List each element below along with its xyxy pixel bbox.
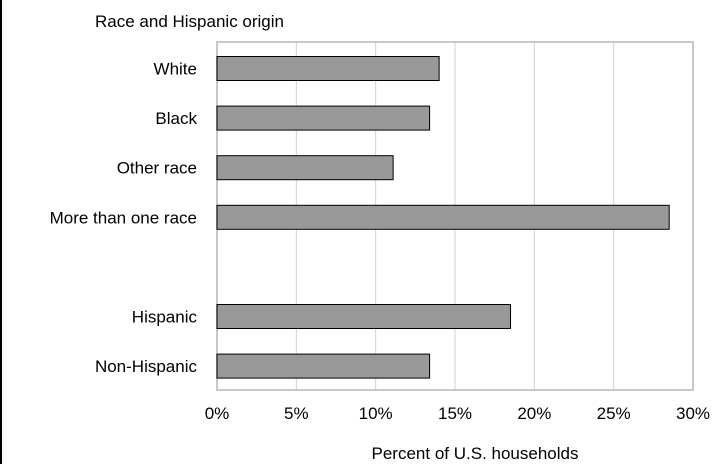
bar [216, 105, 431, 131]
bar [216, 304, 512, 329]
bars [216, 56, 670, 379]
x-tick-label: 10% [359, 404, 393, 423]
x-tick-labels: 0% 5% 10% 15% 20% 25% 30% [205, 404, 710, 423]
bar [216, 204, 670, 230]
x-tick-label: 15% [438, 404, 472, 423]
bar [216, 56, 440, 81]
x-axis-label: Percent of U.S. households [372, 444, 579, 463]
left-edge-rule [0, 0, 2, 464]
category-label: More than one race [50, 208, 197, 227]
category-label: Non-Hispanic [95, 357, 198, 376]
category-labels: White Black Other race More than one race Hi… [50, 60, 198, 377]
x-tick-label: 5% [284, 404, 309, 423]
x-tick-label: 20% [517, 404, 551, 423]
category-label: Black [155, 109, 197, 128]
x-tick-label: 25% [597, 404, 631, 423]
x-tick-label: 0% [205, 404, 230, 423]
category-label: Hispanic [132, 308, 198, 327]
chart-header: Race and Hispanic origin [95, 12, 284, 31]
bar [216, 353, 431, 379]
x-tick-label: 30% [676, 404, 710, 423]
category-label: Other race [117, 159, 197, 178]
bar [216, 155, 394, 181]
category-label: White [154, 60, 197, 79]
